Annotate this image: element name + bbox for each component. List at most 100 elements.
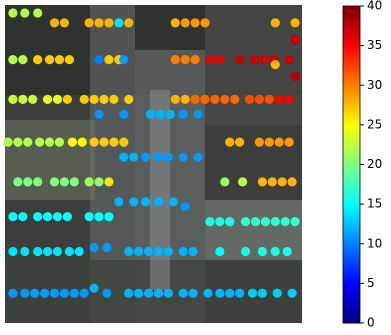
colorbar-segment [343,209,360,213]
point [18,94,28,105]
colorbar-segment [343,40,360,44]
point [280,217,290,227]
point [30,288,40,298]
point [129,197,139,207]
point [8,246,18,257]
point [180,94,190,105]
point [244,94,255,105]
colorbar-segment [343,130,360,134]
point [225,137,235,147]
point [290,35,300,45]
colorbar-tick-label: 40 [367,0,382,13]
colorbar-segment [343,140,360,144]
point [119,137,129,147]
point [119,55,129,65]
colorbar-segment [343,177,360,181]
point [205,55,215,65]
colorbar-tick-label: 5 [367,276,375,290]
point [77,137,87,147]
colorbar-segment [343,264,360,269]
colorbar-segment [343,167,360,171]
point [270,217,280,227]
point [104,55,114,65]
point [220,177,230,187]
point [49,18,60,28]
colorbar-segment [343,29,360,33]
colorbar-segment [343,301,360,306]
colorbar-tick-label: 35 [367,38,382,52]
point [290,217,300,227]
point [190,94,200,105]
colorbar-tick-label: 15 [367,197,382,211]
point [235,288,245,298]
point [267,177,277,187]
colorbar-segment [343,85,360,89]
point [64,55,74,65]
point [260,217,270,227]
colorbar-segment [343,82,360,86]
point [124,246,134,257]
colorbar-segment [343,315,360,319]
point [64,246,74,257]
point [274,137,284,147]
point [264,137,274,147]
colorbar-segment [343,227,360,232]
colorbar-segment [343,143,360,147]
point [124,18,134,28]
point [94,55,104,65]
point [52,212,63,222]
point [8,55,18,65]
point [52,94,63,105]
point [8,8,18,18]
point [119,152,129,162]
colorbar-segment [343,101,360,105]
point [62,94,72,105]
point [104,212,114,222]
colorbar-segment [343,42,360,47]
point [33,212,43,222]
point [259,55,269,65]
point [290,18,300,28]
point [44,55,55,65]
point [3,137,13,147]
point [225,217,235,227]
point [49,177,60,187]
point [33,177,43,187]
colorbar-segment [343,6,360,10]
point [89,283,99,293]
colorbar-segment [343,45,360,49]
point [69,288,79,298]
point [59,288,69,298]
point [23,137,33,147]
point [168,197,178,207]
point [59,18,69,28]
point [270,60,280,70]
point [290,71,300,82]
colorbar-segment [343,251,360,255]
point [35,137,45,147]
colorbar-segment [343,272,360,276]
point [13,137,23,147]
point [153,246,164,257]
point [140,152,151,162]
colorbar-segment [343,32,360,36]
colorbar-segment [343,249,360,253]
point [170,18,180,28]
colorbar-segment [343,235,360,239]
point [170,55,180,65]
point [84,212,94,222]
colorbar-segment [343,241,360,245]
point [215,217,225,227]
point [193,109,203,119]
colorbar-segment [343,11,360,15]
point [102,242,112,253]
colorbar-segment [343,304,360,308]
colorbar-segment [343,309,360,313]
point [254,94,265,105]
point [54,137,65,147]
point [67,137,77,147]
colorbar-segment [343,124,360,129]
colorbar-segment [343,146,360,150]
point [250,217,261,227]
background-photo [5,5,302,323]
